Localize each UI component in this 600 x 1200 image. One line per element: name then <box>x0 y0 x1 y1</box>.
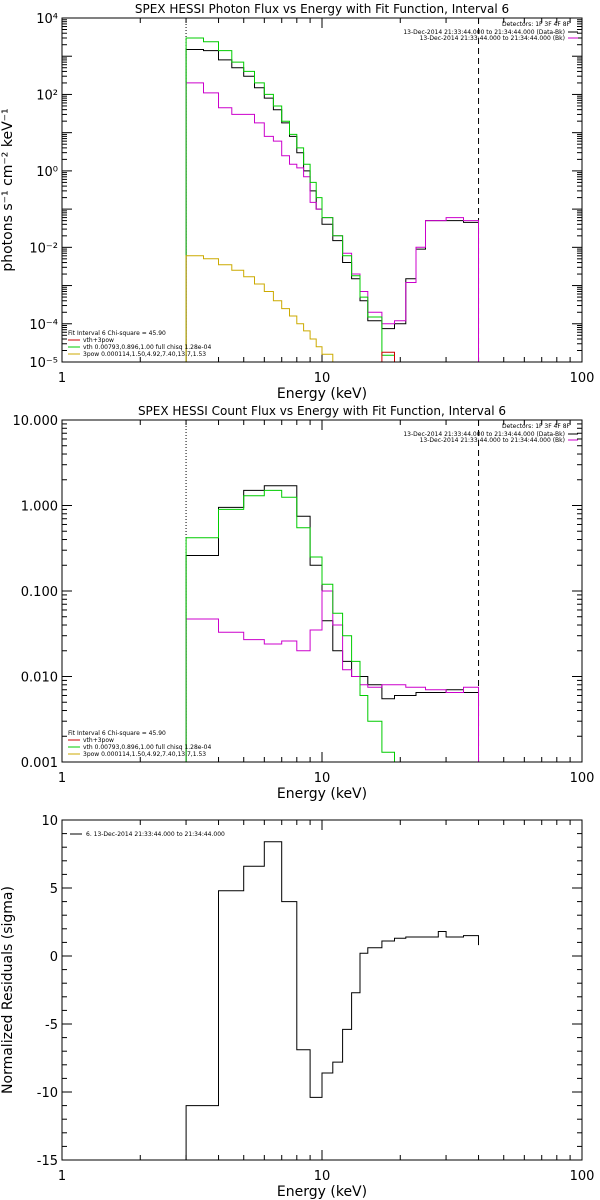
x-ticks <box>61 420 571 762</box>
panel-3: 1 10 100 Energy (keV) -15 -10 -5 0 5 10 Normalized… <box>0 814 594 1200</box>
series-data-bk <box>185 49 479 362</box>
y-tick-label: 10 <box>41 814 58 829</box>
panel-title: SPEX HESSI Count Flux vs Energy with Fit… <box>138 404 506 418</box>
x-tick-label: 1 <box>58 771 66 786</box>
plot-area <box>185 18 480 362</box>
legend-top-header: Detectors: 1F 3F 4F 8F <box>502 423 571 430</box>
y-tick-label: -5 <box>45 1018 58 1033</box>
x-tick-label: 10 <box>314 771 331 786</box>
y-tick-label: 0.100 <box>21 585 58 600</box>
legend-bottom-entry: 3pow 0.000114,1.50,4.92,7.40,13.7,1.53 <box>83 751 206 758</box>
panel-title: SPEX HESSI Photon Flux vs Energy with Fi… <box>135 2 509 16</box>
legend-top-header: Detectors: 1F 3F 4F 8F <box>502 21 571 28</box>
y-tick-label: -15 <box>37 1154 58 1169</box>
x-tick-label: 100 <box>570 371 595 386</box>
y-axis-label: photons s⁻¹ cm⁻² keV⁻¹ <box>0 108 16 271</box>
legend-top-entry: 13-Dec-2014 21:33:44.000 to 21:34:44.000… <box>403 431 565 438</box>
plot-frame <box>61 17 583 363</box>
legend-bottom-header: Fit Interval 6 Chi-square = 45.90 <box>68 730 166 737</box>
y-tick-label: 5 <box>50 882 58 897</box>
y-axis-label: Normalized Residuals (sigma) <box>0 886 16 1094</box>
series-vth-3pow <box>381 351 407 362</box>
x-tick-label: 10 <box>314 371 331 386</box>
y-ticks <box>62 19 582 363</box>
legend-bottom-entry: vth 0.00793,0.896,1.00 full chisq 1.28e-… <box>83 344 211 351</box>
series-3pow <box>185 255 407 362</box>
plot-frame <box>61 819 583 1161</box>
legend-bottom-entry: vth+3pow <box>83 737 114 744</box>
legend-top-entry: 13-Dec-2014 21:33:44.000 to 21:34:44.000… <box>420 437 565 444</box>
y-tick-label: 10⁴ <box>36 12 58 27</box>
y-ticks <box>62 423 582 763</box>
series-vth <box>185 489 395 762</box>
x-ticks <box>61 820 571 1160</box>
legend-bottom-entry: 3pow 0.000114,1.50,4.92,7.40,13.7,1.53 <box>83 351 206 358</box>
x-tick-label: 1 <box>58 1169 66 1184</box>
y-tick-label: 0 <box>50 950 58 965</box>
y-tick-label: 10² <box>36 88 58 103</box>
plot-area <box>185 841 479 1160</box>
x-axis-label: Energy (keV) <box>277 1184 367 1200</box>
legend-bottom-header: Fit Interval 6 Chi-square = 45.90 <box>68 330 166 337</box>
legend-top-entry: 13-Dec-2014 21:33:44.000 to 21:34:44.000… <box>420 35 565 42</box>
series-vth <box>185 37 407 362</box>
y-tick-label: 1.000 <box>21 500 58 515</box>
legend-bottom-entry: vth 0.00793,0.896,1.00 full chisq 1.28e-… <box>83 744 211 751</box>
legend-top-entry: 13-Dec-2014 21:33:44.000 to 21:34:44.000… <box>403 29 565 36</box>
plot-area <box>185 420 480 762</box>
y-tick-label: 0.010 <box>21 671 58 686</box>
y-tick-label: 10.000 <box>13 414 59 429</box>
y-tick-label: 10⁻² <box>29 241 58 256</box>
y-tick-label: -10 <box>37 1086 58 1101</box>
panel-1: SPEX HESSI Photon Flux vs Energy with Fi… <box>0 2 595 402</box>
legend-top: 6. 13-Dec-2014 21:33:44.000 to 21:34:44.… <box>70 831 225 838</box>
legend-bottom: Fit Interval 6 Chi-square = 45.90vth+3po… <box>68 330 211 358</box>
legend-top-entry: 6. 13-Dec-2014 21:33:44.000 to 21:34:44.… <box>86 831 225 838</box>
x-axis-label: Energy (keV) <box>277 786 367 802</box>
x-axis-label: Energy (keV) <box>277 386 367 402</box>
series-residuals <box>185 841 479 1160</box>
y-tick-label: 0.001 <box>21 756 58 771</box>
plot-frame <box>61 419 583 763</box>
x-tick-label: 100 <box>570 1169 595 1184</box>
legend-bottom-entry: vth+3pow <box>83 337 114 344</box>
x-tick-label: 100 <box>570 771 595 786</box>
y-tick-label: 10⁻⁵ <box>29 356 58 371</box>
series-bk <box>185 590 479 762</box>
panel-2: SPEX HESSI Count Flux vs Energy with Fit… <box>13 404 595 802</box>
legend-bottom: Fit Interval 6 Chi-square = 45.90vth+3po… <box>68 730 211 758</box>
y-tick-label: 10⁰ <box>36 165 58 180</box>
series-data-bk <box>185 485 479 762</box>
y-tick-label: 10⁻⁴ <box>29 318 58 333</box>
y-ticks <box>62 819 582 1161</box>
x-tick-label: 1 <box>58 371 66 386</box>
x-tick-label: 10 <box>314 1169 331 1184</box>
